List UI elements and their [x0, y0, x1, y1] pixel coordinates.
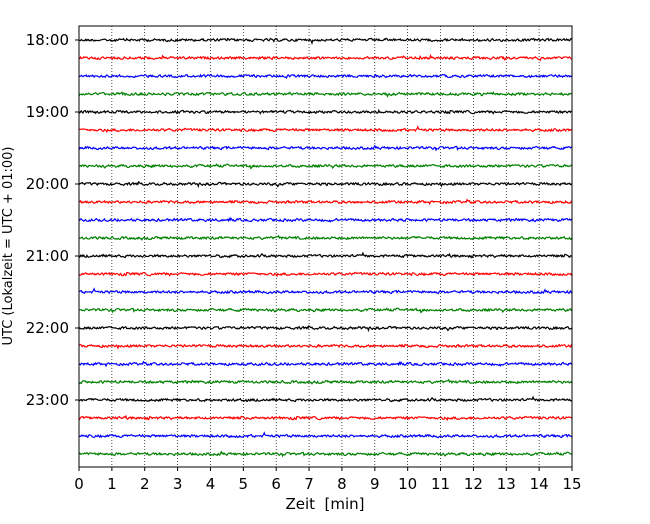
y-tick-label: 20:00 — [26, 175, 69, 193]
trace-2030 — [78, 216, 573, 223]
trace-2345 — [78, 450, 573, 458]
trace-1915 — [78, 125, 573, 134]
trace-1815 — [78, 53, 573, 62]
x-tick-label: 0 — [74, 475, 84, 493]
trace-2300 — [78, 395, 573, 403]
x-tick-label: 14 — [530, 475, 549, 493]
trace-2330 — [78, 431, 573, 439]
trace-2245 — [78, 378, 573, 385]
x-axis-label: Zeit [min] — [285, 495, 364, 513]
x-tick-label: 11 — [431, 475, 450, 493]
trace-1800 — [78, 37, 573, 46]
trace-2200 — [78, 325, 573, 333]
y-tick-label: 22:00 — [26, 319, 69, 337]
x-tick-label: 7 — [304, 475, 314, 493]
trace-2045 — [78, 234, 573, 241]
x-ticks: 0 1 2 3 4 5 6 7 8 9 10 11 12 13 14 15 — [74, 467, 582, 493]
trace-2100 — [78, 251, 573, 259]
trace-2115 — [78, 271, 573, 278]
trace-2315 — [78, 414, 573, 422]
x-tick-label: 5 — [239, 475, 249, 493]
trace-1900 — [78, 108, 573, 115]
trace-2015 — [78, 198, 573, 206]
y-tick-label: 23:00 — [26, 391, 69, 409]
trace-2215 — [78, 343, 573, 350]
y-tick-label: 19:00 — [26, 103, 69, 121]
x-tick-label: 9 — [370, 475, 380, 493]
trace-2130 — [78, 287, 573, 295]
x-tick-label: 8 — [337, 475, 347, 493]
x-tick-label: 6 — [271, 475, 281, 493]
x-tick-label: 4 — [206, 475, 216, 493]
plot-frame — [78, 25, 573, 468]
y-tick-label: 21:00 — [26, 247, 69, 265]
x-tick-label: 2 — [140, 475, 150, 493]
x-tick-label: 13 — [497, 475, 516, 493]
x-tick-label: 12 — [464, 475, 483, 493]
y-tick-label: 18:00 — [26, 31, 69, 49]
trace-1845 — [78, 91, 573, 98]
trace-1945 — [78, 163, 573, 170]
trace-2000 — [78, 181, 573, 189]
y-axis-label: UTC (Lokalzeit = UTC + 01:00) — [1, 147, 16, 346]
x-tick-label: 1 — [107, 475, 117, 493]
trace-2145 — [78, 307, 573, 314]
y-ticks: 18:00 19:00 20:00 21:00 22:00 23:00 — [26, 31, 79, 409]
trace-1830 — [78, 73, 573, 80]
x-tick-label: 15 — [562, 475, 581, 493]
trace-layer — [78, 37, 573, 458]
trace-2230 — [78, 360, 573, 368]
trace-1930 — [78, 144, 573, 152]
x-tick-label: 10 — [398, 475, 417, 493]
x-tick-label: 3 — [173, 475, 183, 493]
